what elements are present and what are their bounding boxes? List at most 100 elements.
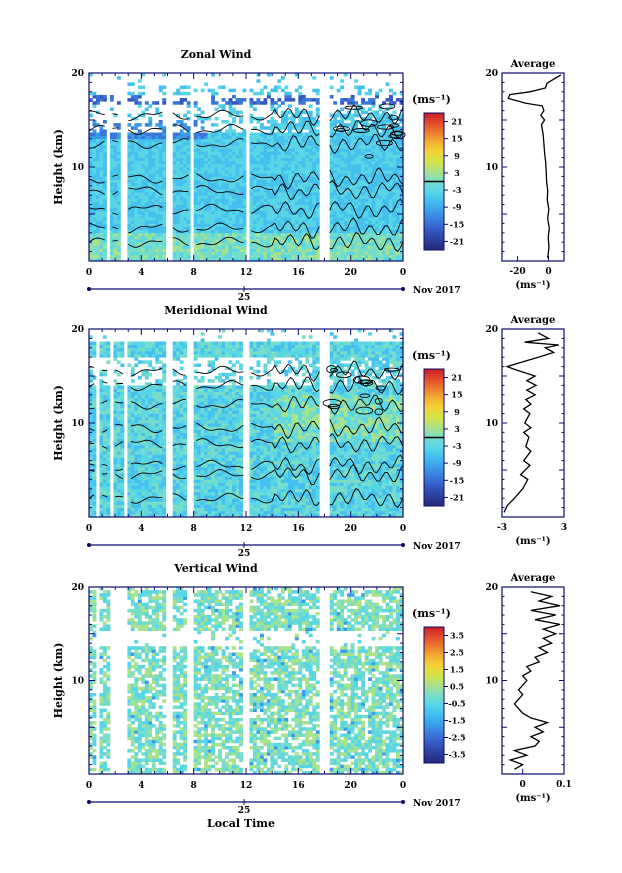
heatmap-cell [284,110,289,115]
heatmap-cell [162,363,167,367]
heatmap-cell [89,195,93,199]
heatmap-cell [92,401,97,405]
heatmap-cell [162,466,167,471]
heatmap-cell [155,397,160,402]
heatmap-cell [172,463,177,468]
heatmap-cell [399,145,404,149]
heatmap-cell [389,226,393,231]
heatmap-cell [350,242,355,246]
heatmap-cell [225,173,229,177]
heatmap-cell [179,239,184,243]
heatmap-cell [291,126,296,130]
heatmap-cell [176,141,181,146]
heatmap-cell [158,504,163,508]
heatmap-cell [151,473,156,477]
heatmap-cell [151,350,156,355]
heatmap-cell [354,192,359,196]
heatmap-cell [385,226,390,231]
heatmap-cell [315,242,320,246]
heatmap-cell [305,210,310,215]
heatmap-cell [116,201,121,205]
heatmap-cell [232,167,236,171]
heatmap-cell [151,226,156,231]
heatmap-cell [99,485,104,490]
heatmap-cell [249,113,254,118]
heatmap-cell [89,204,93,209]
heatmap-cell [193,104,198,108]
heatmap-cell [347,248,352,252]
heatmap-cell [382,179,386,184]
heatmap-cell [305,248,310,252]
heatmap-cell [266,145,271,149]
heatmap-cell [336,226,341,231]
heatmap-cell [312,76,317,80]
heatmap-cell [109,145,114,149]
heatmap-cell [375,170,379,174]
heatmap-cell [158,201,163,205]
heatmap-cell [378,254,383,259]
heatmap-cell [211,163,215,168]
heatmap-cell [298,120,303,124]
heatmap-cell [273,135,278,140]
heatmap-cell [364,248,369,252]
heatmap-cell [99,210,104,215]
heatmap-cell [179,232,184,237]
heatmap-cell [99,391,104,396]
heatmap-cell [141,138,146,143]
heatmap-cell [92,479,97,483]
heatmap-cell [155,504,160,508]
heatmap-cell [141,214,146,218]
heatmap-cell [179,179,184,184]
heatmap-cell [89,504,93,508]
heatmap-cell [354,257,359,262]
heatmap-cell [235,195,240,199]
heatmap-cell [99,98,104,102]
heatmap-cell [137,167,142,171]
heatmap-cell [228,176,233,180]
heatmap-cell [256,157,261,162]
heatmap-cell [343,207,348,212]
heatmap-cell [144,448,149,452]
heatmap-cell [291,210,296,215]
heatmap-cell [225,210,229,215]
heatmap-cell [301,157,306,162]
heatmap-cell [375,198,379,202]
heatmap-cell [176,176,181,180]
heatmap-cell [172,438,177,443]
heatmap-cell [102,435,107,440]
heatmap-cell [256,257,261,262]
heatmap-cell [259,223,264,227]
heatmap-cell [109,138,114,143]
heatmap-cell [141,470,146,474]
heatmap-cell [113,438,118,443]
heatmap-cell [102,419,107,424]
heatmap-cell [333,204,338,209]
heatmap-cell [354,248,359,252]
heatmap-cell [284,223,289,227]
heatmap-cell [155,257,160,262]
heatmap-cell [294,198,299,202]
heatmap-cell [340,141,345,146]
heatmap-cell [287,98,292,102]
heatmap-cell [141,482,146,487]
heatmap-cell [144,498,149,502]
heatmap-cell [389,214,393,218]
heatmap-cell [382,232,386,237]
heatmap-cell [151,195,156,199]
heatmap-cell [99,397,104,402]
heatmap-cell [207,160,212,165]
heatmap-cell [287,132,292,137]
heatmap-cell [186,251,191,256]
heatmap-cell [354,163,359,168]
heatmap-cell [361,220,366,224]
heatmap-cell [396,163,400,168]
heatmap-cell [200,167,205,171]
heatmap-cell [284,254,289,259]
heatmap-cell [89,163,93,168]
heatmap-cell [280,163,285,168]
heatmap-cell [106,454,111,458]
heatmap-cell [228,110,233,115]
heatmap-cell [315,204,320,209]
heatmap-cell [158,482,163,487]
heatmap-cell [179,120,184,124]
